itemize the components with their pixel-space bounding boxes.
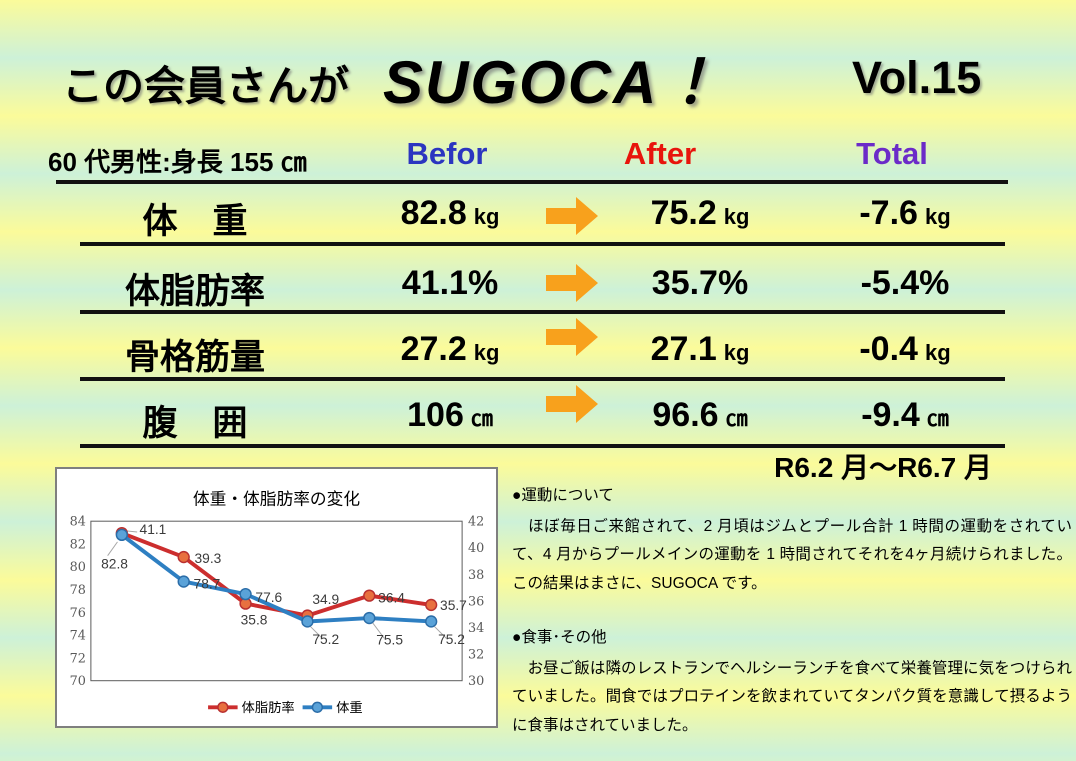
right-axis-tick: 30 (468, 674, 484, 689)
series-line-体重 (119, 532, 434, 624)
series-marker (425, 615, 438, 628)
left-axis-tick: 70 (70, 674, 86, 689)
row-divider (80, 242, 1005, 246)
left-axis-tick: 80 (70, 560, 86, 575)
arrow-right-icon (546, 385, 598, 423)
right-axis-tick: 34 (468, 621, 484, 636)
data-label: 75.2 (312, 632, 339, 647)
period-label: R6.2 月～R6.7 月 (774, 452, 992, 483)
muscle-after: 27.1 kg (650, 330, 750, 368)
row-divider (80, 310, 1005, 314)
data-label: 35.7 (440, 598, 467, 613)
label-leader-line (434, 626, 447, 639)
left-axis-tick: 76 (70, 606, 86, 621)
right-axis-tick: 42 (468, 515, 484, 530)
label-leader-line (372, 622, 385, 639)
series-marker (239, 587, 252, 601)
data-label: 34.9 (312, 592, 339, 607)
series-marker (177, 550, 190, 564)
series-marker (363, 589, 376, 602)
bodyfat-before: 41.1% (401, 264, 499, 302)
right-axis-tick: 40 (468, 541, 484, 556)
note-diet-body: お昼ご飯は隣のレストランでヘルシーランチを食べて栄養管理に気をつけられていました… (512, 659, 1072, 735)
title-prefix: この会員さんが (62, 63, 349, 109)
right-axis-tick: 32 (468, 648, 484, 663)
title-main: SUGOCA ！ (383, 49, 737, 116)
arrow-right-icon (546, 197, 598, 235)
row-divider (80, 444, 1005, 448)
series-marker (115, 528, 128, 542)
waist-before: 106 ㎝ (407, 396, 493, 434)
subject-info: 60 代男性:身長 155 ㎝ (48, 147, 307, 177)
legend-marker (217, 701, 229, 713)
row-label-weight: 体 重 (142, 202, 248, 241)
legend-label: 体脂肪率 (242, 699, 295, 715)
data-label: 36.4 (378, 591, 405, 606)
chart-title: 体重・体脂肪率の変化 (193, 489, 360, 508)
legend-marker (311, 701, 324, 713)
data-label: 41.1 (140, 522, 167, 537)
waist-total: -9.4 ㎝ (861, 396, 949, 434)
left-axis-tick: 82 (70, 537, 86, 552)
chart-panel: 体重・体脂肪率の変化 70 72 74 76 78 80 82 84 30 32 34 36 38 40 42… (55, 467, 498, 728)
bodyfat-after: 35.7% (651, 264, 749, 302)
data-label: 39.3 (195, 551, 222, 566)
row-divider (80, 377, 1005, 381)
note-exercise-body: ほぼ毎日ご来館されて、2 月頃はジムとプール合計 1 時間の運動をされていて、4… (512, 517, 1072, 593)
row-label-bodyfat: 体脂肪率 (124, 272, 265, 311)
weight-before: 82.8 kg (400, 194, 500, 232)
row-label-muscle: 骨格筋量 (124, 338, 265, 377)
note-diet-heading: ●食事･その他 (512, 629, 607, 646)
series-marker (425, 598, 438, 612)
data-label: 78.7 (194, 576, 221, 591)
note-exercise: ●運動について ほぼ毎日ご来館されて、2 月頃はジムとプール合計 1 時間の運動… (512, 482, 1072, 599)
header-divider (56, 180, 1008, 184)
series-marker (177, 575, 190, 588)
row-label-waist: 腹 囲 (142, 404, 248, 443)
data-label: 75.2 (438, 632, 465, 647)
column-header-before: Befor (406, 136, 488, 171)
right-axis-tick: 36 (468, 594, 484, 609)
bodyfat-total: -5.4% (860, 264, 950, 302)
series-marker (363, 611, 376, 625)
arrow-right-icon (546, 318, 598, 356)
legend-label: 体重 (336, 700, 363, 715)
left-axis-tick: 74 (70, 629, 86, 644)
note-diet: ●食事･その他 お昼ご飯は隣のレストランでヘルシーランチを食べて栄養管理に気をつ… (512, 624, 1072, 741)
data-label: 75.5 (376, 633, 403, 648)
muscle-total: -0.4 kg (859, 330, 951, 368)
label-leader-line (127, 530, 138, 533)
label-leader-line (107, 541, 118, 556)
weight-total: -7.6 kg (859, 194, 951, 232)
note-exercise-heading: ●運動について (512, 487, 614, 504)
label-leader-line (310, 626, 323, 639)
weight-bodyfat-line-chart: 体重・体脂肪率の変化 70 72 74 76 78 80 82 84 30 32 34 36 38 40 42… (70, 489, 485, 715)
data-label: 82.8 (101, 556, 128, 571)
left-axis-tick: 78 (70, 583, 86, 598)
data-label: 77.6 (255, 590, 282, 605)
data-label: 35.8 (241, 612, 268, 627)
column-header-after: After (623, 136, 697, 171)
weight-after: 75.2 kg (650, 194, 750, 232)
muscle-before: 27.2 kg (400, 330, 500, 368)
left-axis-tick: 84 (70, 515, 86, 530)
left-axis-tick: 72 (70, 651, 86, 666)
volume-label: Vol.15 (852, 52, 982, 103)
waist-after: 96.6 ㎝ (652, 396, 748, 434)
right-axis-tick: 38 (468, 568, 484, 583)
arrow-right-icon (546, 264, 598, 302)
series-marker (301, 615, 314, 628)
column-header-total: Total (856, 136, 928, 171)
